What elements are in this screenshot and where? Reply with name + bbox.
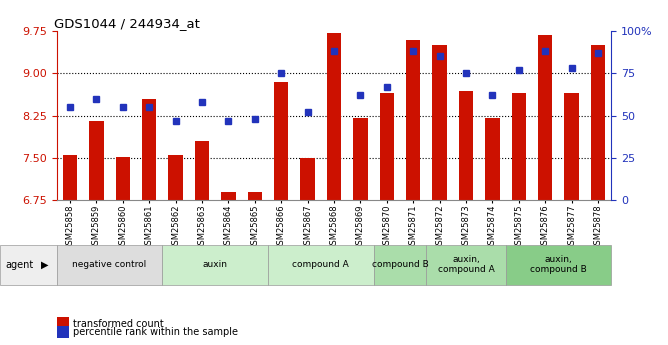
Bar	[459, 91, 473, 200]
Text: GDS1044 / 244934_at: GDS1044 / 244934_at	[54, 17, 200, 30]
Bar	[432, 45, 447, 200]
Bar	[353, 118, 367, 200]
Bar	[63, 155, 77, 200]
Text: negative control: negative control	[72, 260, 147, 269]
Bar	[379, 93, 394, 200]
Text: compound A: compound A	[293, 260, 349, 269]
Bar	[485, 118, 500, 200]
Text: compound B: compound B	[371, 260, 428, 269]
Text: agent: agent	[6, 260, 34, 270]
Bar	[406, 40, 420, 200]
Text: auxin: auxin	[202, 260, 228, 269]
Bar	[301, 158, 315, 200]
Text: transformed count: transformed count	[73, 319, 164, 328]
Bar	[142, 99, 156, 200]
Bar	[591, 45, 605, 200]
Text: ▶: ▶	[41, 260, 48, 270]
Bar	[538, 35, 552, 200]
Bar	[327, 33, 341, 200]
Text: auxin,
compound B: auxin, compound B	[530, 255, 587, 275]
Bar	[274, 82, 289, 200]
Text: percentile rank within the sample: percentile rank within the sample	[73, 327, 238, 337]
Bar	[195, 141, 209, 200]
Bar	[564, 93, 579, 200]
Bar	[116, 157, 130, 200]
Bar	[512, 93, 526, 200]
Text: auxin,
compound A: auxin, compound A	[438, 255, 494, 275]
Bar	[168, 155, 183, 200]
Bar	[89, 121, 104, 200]
Bar	[248, 191, 262, 200]
Bar	[221, 191, 236, 200]
